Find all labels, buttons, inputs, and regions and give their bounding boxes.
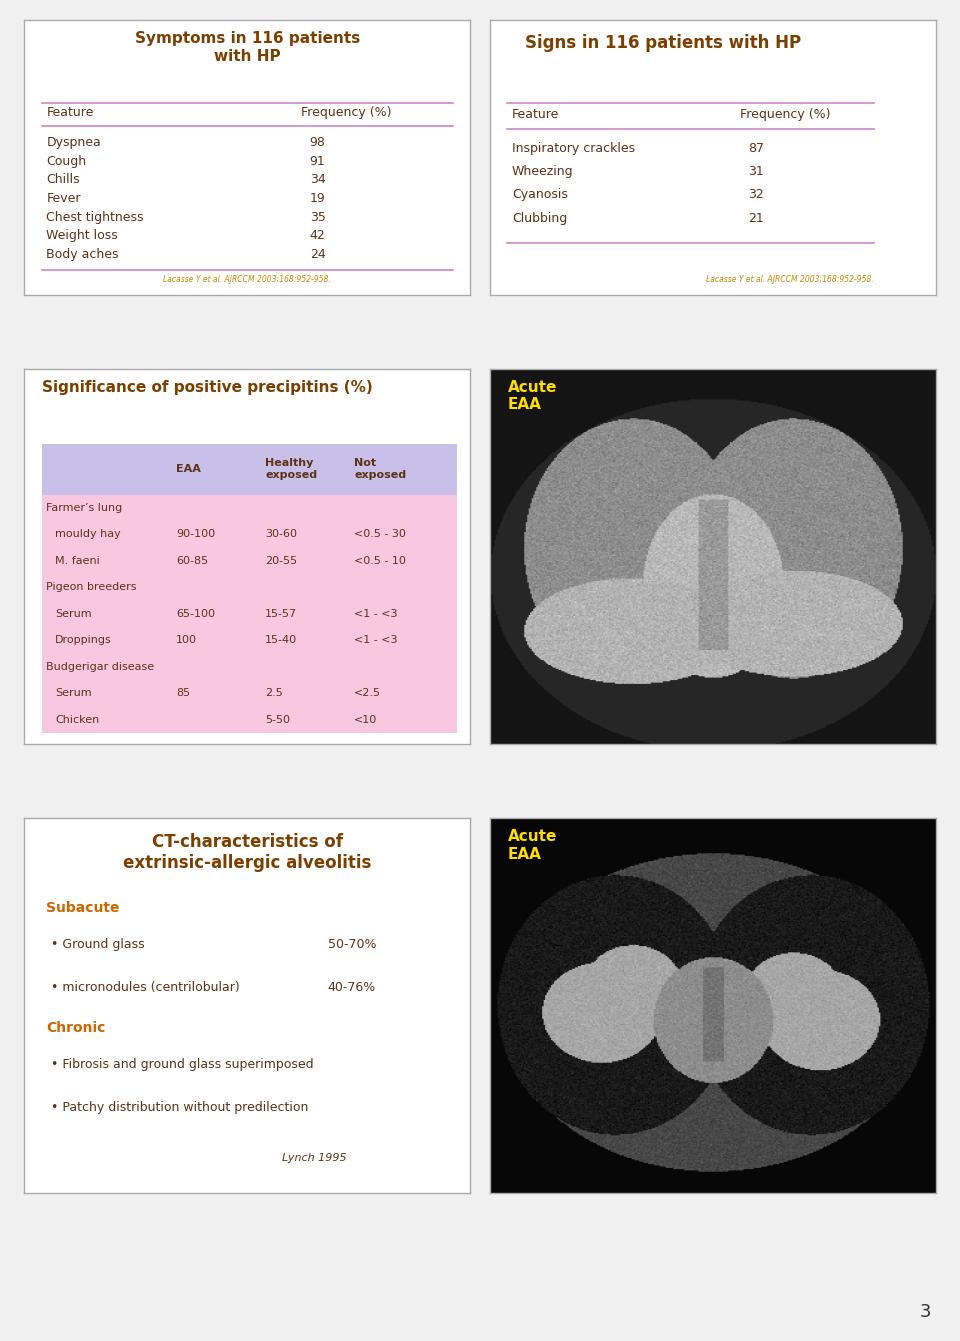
Text: Chronic: Chronic [46, 1021, 106, 1035]
Text: Feature: Feature [46, 106, 94, 119]
Text: Not
exposed: Not exposed [354, 459, 406, 480]
Text: Acute
EAA: Acute EAA [508, 380, 557, 413]
Text: Symptoms in 116 patients
with HP: Symptoms in 116 patients with HP [134, 31, 360, 63]
Bar [42, 628, 457, 653]
Text: 15-57: 15-57 [265, 609, 298, 618]
Text: <0.5 - 10: <0.5 - 10 [354, 555, 406, 566]
Text: 100: 100 [176, 636, 197, 645]
Text: Body aches: Body aches [46, 248, 119, 261]
Bar [42, 547, 457, 574]
Text: 91: 91 [310, 154, 325, 168]
Text: 98: 98 [310, 135, 325, 149]
Text: Frequency (%): Frequency (%) [739, 109, 830, 122]
Text: 90-100: 90-100 [176, 530, 215, 539]
Text: M. faeni: M. faeni [56, 555, 100, 566]
Text: Healthy
exposed: Healthy exposed [265, 459, 317, 480]
Text: 5-50: 5-50 [265, 715, 290, 724]
Text: Fever: Fever [46, 192, 81, 205]
Text: Droppings: Droppings [56, 636, 112, 645]
Text: mouldy hay: mouldy hay [56, 530, 121, 539]
Text: Weight loss: Weight loss [46, 229, 118, 243]
Text: Clubbing: Clubbing [512, 212, 567, 225]
Text: 32: 32 [749, 188, 764, 201]
Text: EAA: EAA [176, 464, 201, 475]
Text: Farmer’s lung: Farmer’s lung [46, 503, 123, 512]
Text: Cough: Cough [46, 154, 86, 168]
Bar [42, 601, 457, 628]
Text: 60-85: 60-85 [176, 555, 208, 566]
Text: Budgerigar disease: Budgerigar disease [46, 661, 155, 672]
Text: Frequency (%): Frequency (%) [300, 106, 392, 119]
Text: Feature: Feature [512, 109, 560, 122]
Bar [42, 522, 457, 547]
Text: <0.5 - 30: <0.5 - 30 [354, 530, 406, 539]
Bar [42, 495, 457, 522]
Text: 2.5: 2.5 [265, 688, 283, 699]
Text: Chills: Chills [46, 173, 80, 186]
Bar [42, 707, 457, 734]
Text: 15-40: 15-40 [265, 636, 298, 645]
Text: 65-100: 65-100 [176, 609, 215, 618]
Text: Cyanosis: Cyanosis [512, 188, 567, 201]
Bar [42, 680, 457, 707]
Text: Serum: Serum [56, 609, 92, 618]
Bar [42, 653, 457, 680]
Text: CT-characteristics of
extrinsic-allergic alveolitis: CT-characteristics of extrinsic-allergic… [123, 833, 372, 872]
Text: <1 - <3: <1 - <3 [354, 609, 397, 618]
Text: 35: 35 [310, 211, 325, 224]
Text: Lacasse Y et al. AJRCCM 2003;168:952-958.: Lacasse Y et al. AJRCCM 2003;168:952-958… [706, 275, 874, 284]
Text: • Fibrosis and ground glass superimposed: • Fibrosis and ground glass superimposed [51, 1058, 313, 1071]
Text: Pigeon breeders: Pigeon breeders [46, 582, 137, 593]
Text: 24: 24 [310, 248, 325, 261]
Text: 20-55: 20-55 [265, 555, 298, 566]
Text: Inspiratory crackles: Inspiratory crackles [512, 142, 636, 154]
Text: Wheezing: Wheezing [512, 165, 573, 178]
Text: 42: 42 [310, 229, 325, 243]
Text: 40-76%: 40-76% [327, 982, 375, 994]
Text: • micronodules (centrilobular): • micronodules (centrilobular) [51, 982, 240, 994]
Text: 50-70%: 50-70% [327, 939, 376, 951]
Bar [42, 574, 457, 601]
Text: Significance of positive precipitins (%): Significance of positive precipitins (%) [42, 380, 372, 396]
Text: Subacute: Subacute [46, 901, 120, 915]
Text: 19: 19 [310, 192, 325, 205]
Text: <10: <10 [354, 715, 377, 724]
Text: 3: 3 [920, 1303, 931, 1321]
Text: Lynch 1995: Lynch 1995 [282, 1153, 347, 1164]
Text: Chest tightness: Chest tightness [46, 211, 144, 224]
Text: 31: 31 [749, 165, 764, 178]
Text: • Patchy distribution without predilection: • Patchy distribution without predilecti… [51, 1101, 308, 1114]
Text: Signs in 116 patients with HP: Signs in 116 patients with HP [525, 34, 802, 52]
Text: 85: 85 [176, 688, 190, 699]
Text: 34: 34 [310, 173, 325, 186]
Text: Dyspnea: Dyspnea [46, 135, 101, 149]
Text: 21: 21 [749, 212, 764, 225]
Text: Acute
EAA: Acute EAA [508, 829, 557, 862]
Text: Chicken: Chicken [56, 715, 100, 724]
Text: Lacasse Y et al. AJRCCM 2003;168:952-958.: Lacasse Y et al. AJRCCM 2003;168:952-958… [163, 275, 331, 284]
Bar [42, 444, 457, 495]
Text: <2.5: <2.5 [354, 688, 381, 699]
Text: 87: 87 [749, 142, 764, 154]
Text: Serum: Serum [56, 688, 92, 699]
Text: • Ground glass: • Ground glass [51, 939, 144, 951]
Text: <1 - <3: <1 - <3 [354, 636, 397, 645]
Text: 30-60: 30-60 [265, 530, 297, 539]
